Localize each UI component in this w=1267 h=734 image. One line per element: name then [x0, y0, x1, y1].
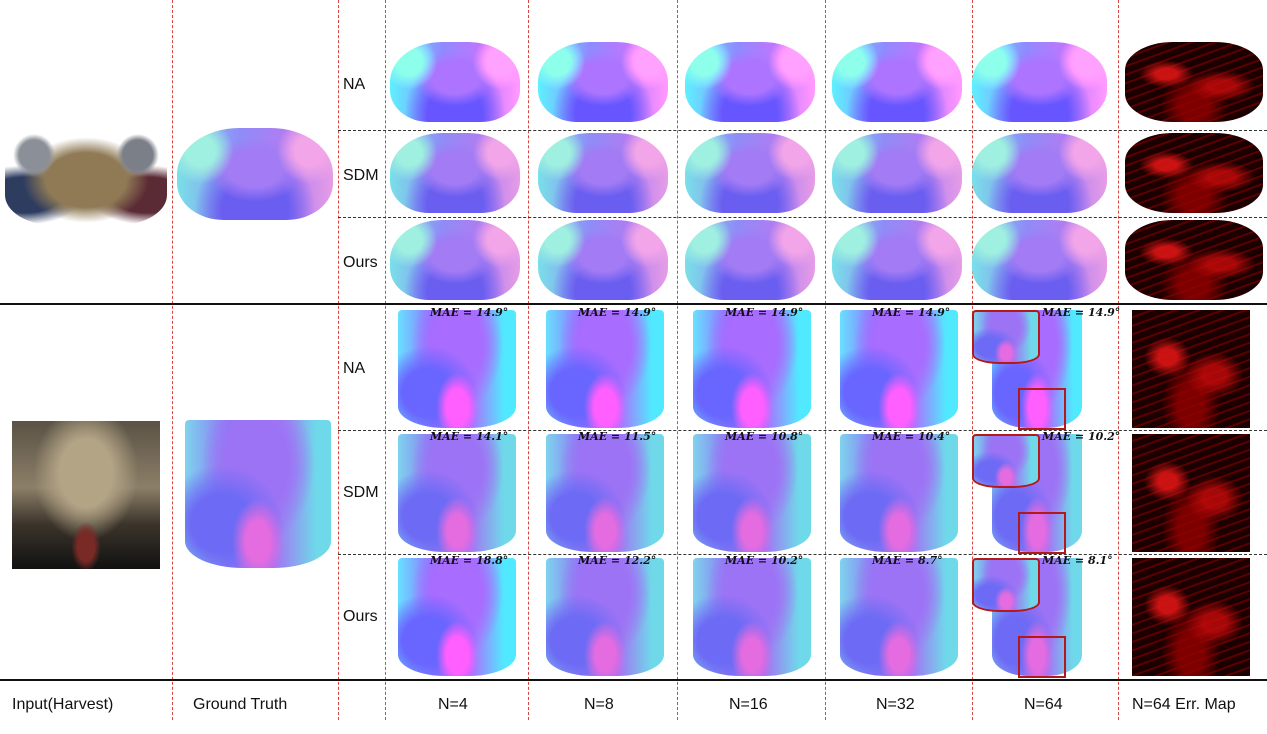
row-divider: [338, 430, 1267, 431]
column-label-n64: N=64: [1024, 696, 1063, 713]
column-divider: [172, 0, 173, 720]
ground-truth-full: [177, 128, 333, 220]
normal-map-full-ours-n8: [538, 220, 668, 300]
column-divider: [528, 0, 529, 720]
column-divider: [677, 0, 678, 720]
normal-map-full-na-n32: [832, 42, 962, 122]
normal-map-full-na-n16: [685, 42, 815, 122]
normal-map-full-sdm-n32: [832, 133, 962, 213]
mae-label: MAE = 10.2°: [725, 554, 804, 567]
normal-map-crop-sdm-n4: [398, 434, 516, 552]
normal-map-crop-sdm-n32: [840, 434, 958, 552]
section-divider: [0, 679, 1267, 681]
normal-map-full-ours-n32: [832, 220, 962, 300]
mae-label: MAE = 14.9°: [578, 306, 657, 319]
row-divider: [338, 554, 1267, 555]
column-divider: [972, 0, 973, 720]
mae-label: MAE = 8.7°: [872, 554, 943, 567]
method-label-ours: Ours: [343, 254, 378, 271]
normal-map-crop-na-n16: [693, 310, 811, 428]
column-label-input: Input(Harvest): [12, 696, 114, 713]
mae-label: MAE = 10.8°: [725, 430, 804, 443]
ground-truth-crop: [185, 420, 331, 568]
mae-label: MAE = 10.2°: [1042, 430, 1121, 443]
error-map-crop-ours: [1132, 558, 1250, 676]
mae-label: MAE = 14.9°: [430, 306, 509, 319]
normal-map-crop-ours-n8: [546, 558, 664, 676]
normal-map-full-sdm-n8: [538, 133, 668, 213]
normal-map-full-ours-n4: [390, 220, 520, 300]
method-label-sdm: SDM: [343, 167, 379, 184]
normal-map-crop-sdm-n16: [693, 434, 811, 552]
column-label-error-map: N=64 Err. Map: [1132, 696, 1236, 713]
normal-map-crop-sdm-n8: [546, 434, 664, 552]
column-label-n4: N=4: [438, 696, 468, 713]
column-divider: [1118, 0, 1119, 720]
zoom-region-box: [1018, 512, 1066, 554]
mae-label: MAE = 14.9°: [872, 306, 951, 319]
input-image-crop: [12, 421, 160, 569]
zoom-region-box: [1018, 636, 1066, 678]
error-map-crop-na: [1132, 310, 1250, 428]
normal-map-crop-ours-n32: [840, 558, 958, 676]
section-divider: [0, 303, 1267, 305]
column-label-n8: N=8: [584, 696, 614, 713]
normal-map-crop-na-n32: [840, 310, 958, 428]
normal-map-full-sdm-n16: [685, 133, 815, 213]
mae-label: MAE = 14.1°: [430, 430, 509, 443]
error-map-full-sdm: [1125, 133, 1263, 213]
mae-label: MAE = 14.9°: [1042, 306, 1121, 319]
method-label-ours: Ours: [343, 608, 378, 625]
normal-map-full-sdm-n4: [390, 133, 520, 213]
error-map-full-na: [1125, 42, 1263, 122]
zoom-inset: [972, 558, 1040, 612]
mae-label: MAE = 12.2°: [578, 554, 657, 567]
row-divider: [338, 217, 1267, 218]
normal-map-full-sdm-n64: [972, 133, 1107, 213]
column-divider: [338, 0, 339, 720]
normal-map-full-na-n4: [390, 42, 520, 122]
zoom-inset: [972, 310, 1040, 364]
method-label-na: NA: [343, 360, 366, 377]
column-divider: [385, 0, 386, 720]
normal-map-full-ours-n64: [972, 220, 1107, 300]
zoom-region-box: [1018, 388, 1066, 430]
column-divider: [825, 0, 826, 720]
row-divider: [338, 130, 1267, 131]
normal-map-full-ours-n16: [685, 220, 815, 300]
mae-label: MAE = 14.9°: [725, 306, 804, 319]
normal-map-full-na-n8: [538, 42, 668, 122]
column-label-n32: N=32: [876, 696, 915, 713]
normal-map-full-na-n64: [972, 42, 1107, 122]
zoom-inset: [972, 434, 1040, 488]
normal-map-crop-na-n4: [398, 310, 516, 428]
column-label-n16: N=16: [729, 696, 768, 713]
normal-map-crop-ours-n4: [398, 558, 516, 676]
method-label-na: NA: [343, 76, 366, 93]
mae-label: MAE = 11.5°: [578, 430, 657, 443]
mae-label: MAE = 10.4°: [872, 430, 951, 443]
error-map-crop-sdm: [1132, 434, 1250, 552]
column-label-ground-truth: Ground Truth: [193, 696, 288, 713]
error-map-full-ours: [1125, 220, 1263, 300]
method-label-sdm: SDM: [343, 484, 379, 501]
mae-label: MAE = 8.1°: [1042, 554, 1113, 567]
mae-label: MAE = 18.8°: [430, 554, 509, 567]
normal-map-crop-na-n8: [546, 310, 664, 428]
input-image-full: [5, 125, 167, 225]
normal-map-crop-ours-n16: [693, 558, 811, 676]
